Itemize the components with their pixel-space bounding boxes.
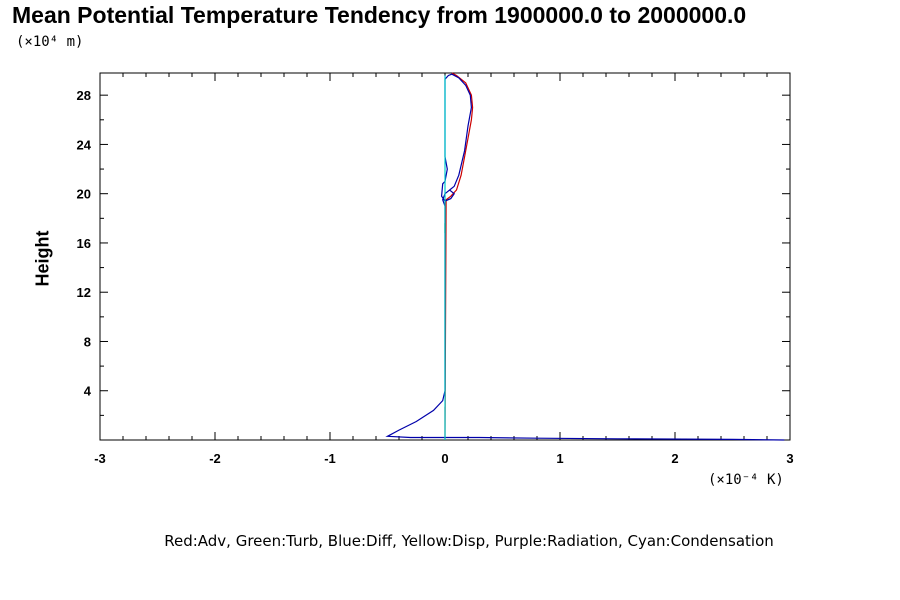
- series-line-adv: [444, 72, 474, 440]
- x-tick-label: 3: [786, 451, 793, 466]
- y-tick-label: 12: [77, 285, 91, 300]
- x-tick-label: -3: [94, 451, 106, 466]
- x-tick-label: -2: [209, 451, 221, 466]
- x-tick-label: -1: [324, 451, 336, 466]
- series-line-diff: [385, 73, 785, 441]
- x-tick-label: 0: [441, 451, 448, 466]
- legend-caption: Red:Adv, Green:Turb, Blue:Diff, Yellow:D…: [164, 532, 774, 550]
- x-tick-label: 1: [556, 451, 563, 466]
- chart-title: Mean Potential Temperature Tendency from…: [12, 2, 747, 28]
- y-tick-label: 24: [77, 137, 92, 152]
- x-axis-units: (×10⁻⁴ K): [708, 472, 784, 488]
- y-tick-label: 20: [77, 187, 91, 202]
- y-tick-label: 16: [77, 236, 91, 251]
- y-tick-label: 4: [84, 384, 92, 399]
- x-tick-label: 2: [671, 451, 678, 466]
- y-axis-units: (×10⁴ m): [16, 34, 84, 50]
- y-tick-label: 8: [84, 334, 91, 349]
- y-tick-label: 28: [77, 88, 91, 103]
